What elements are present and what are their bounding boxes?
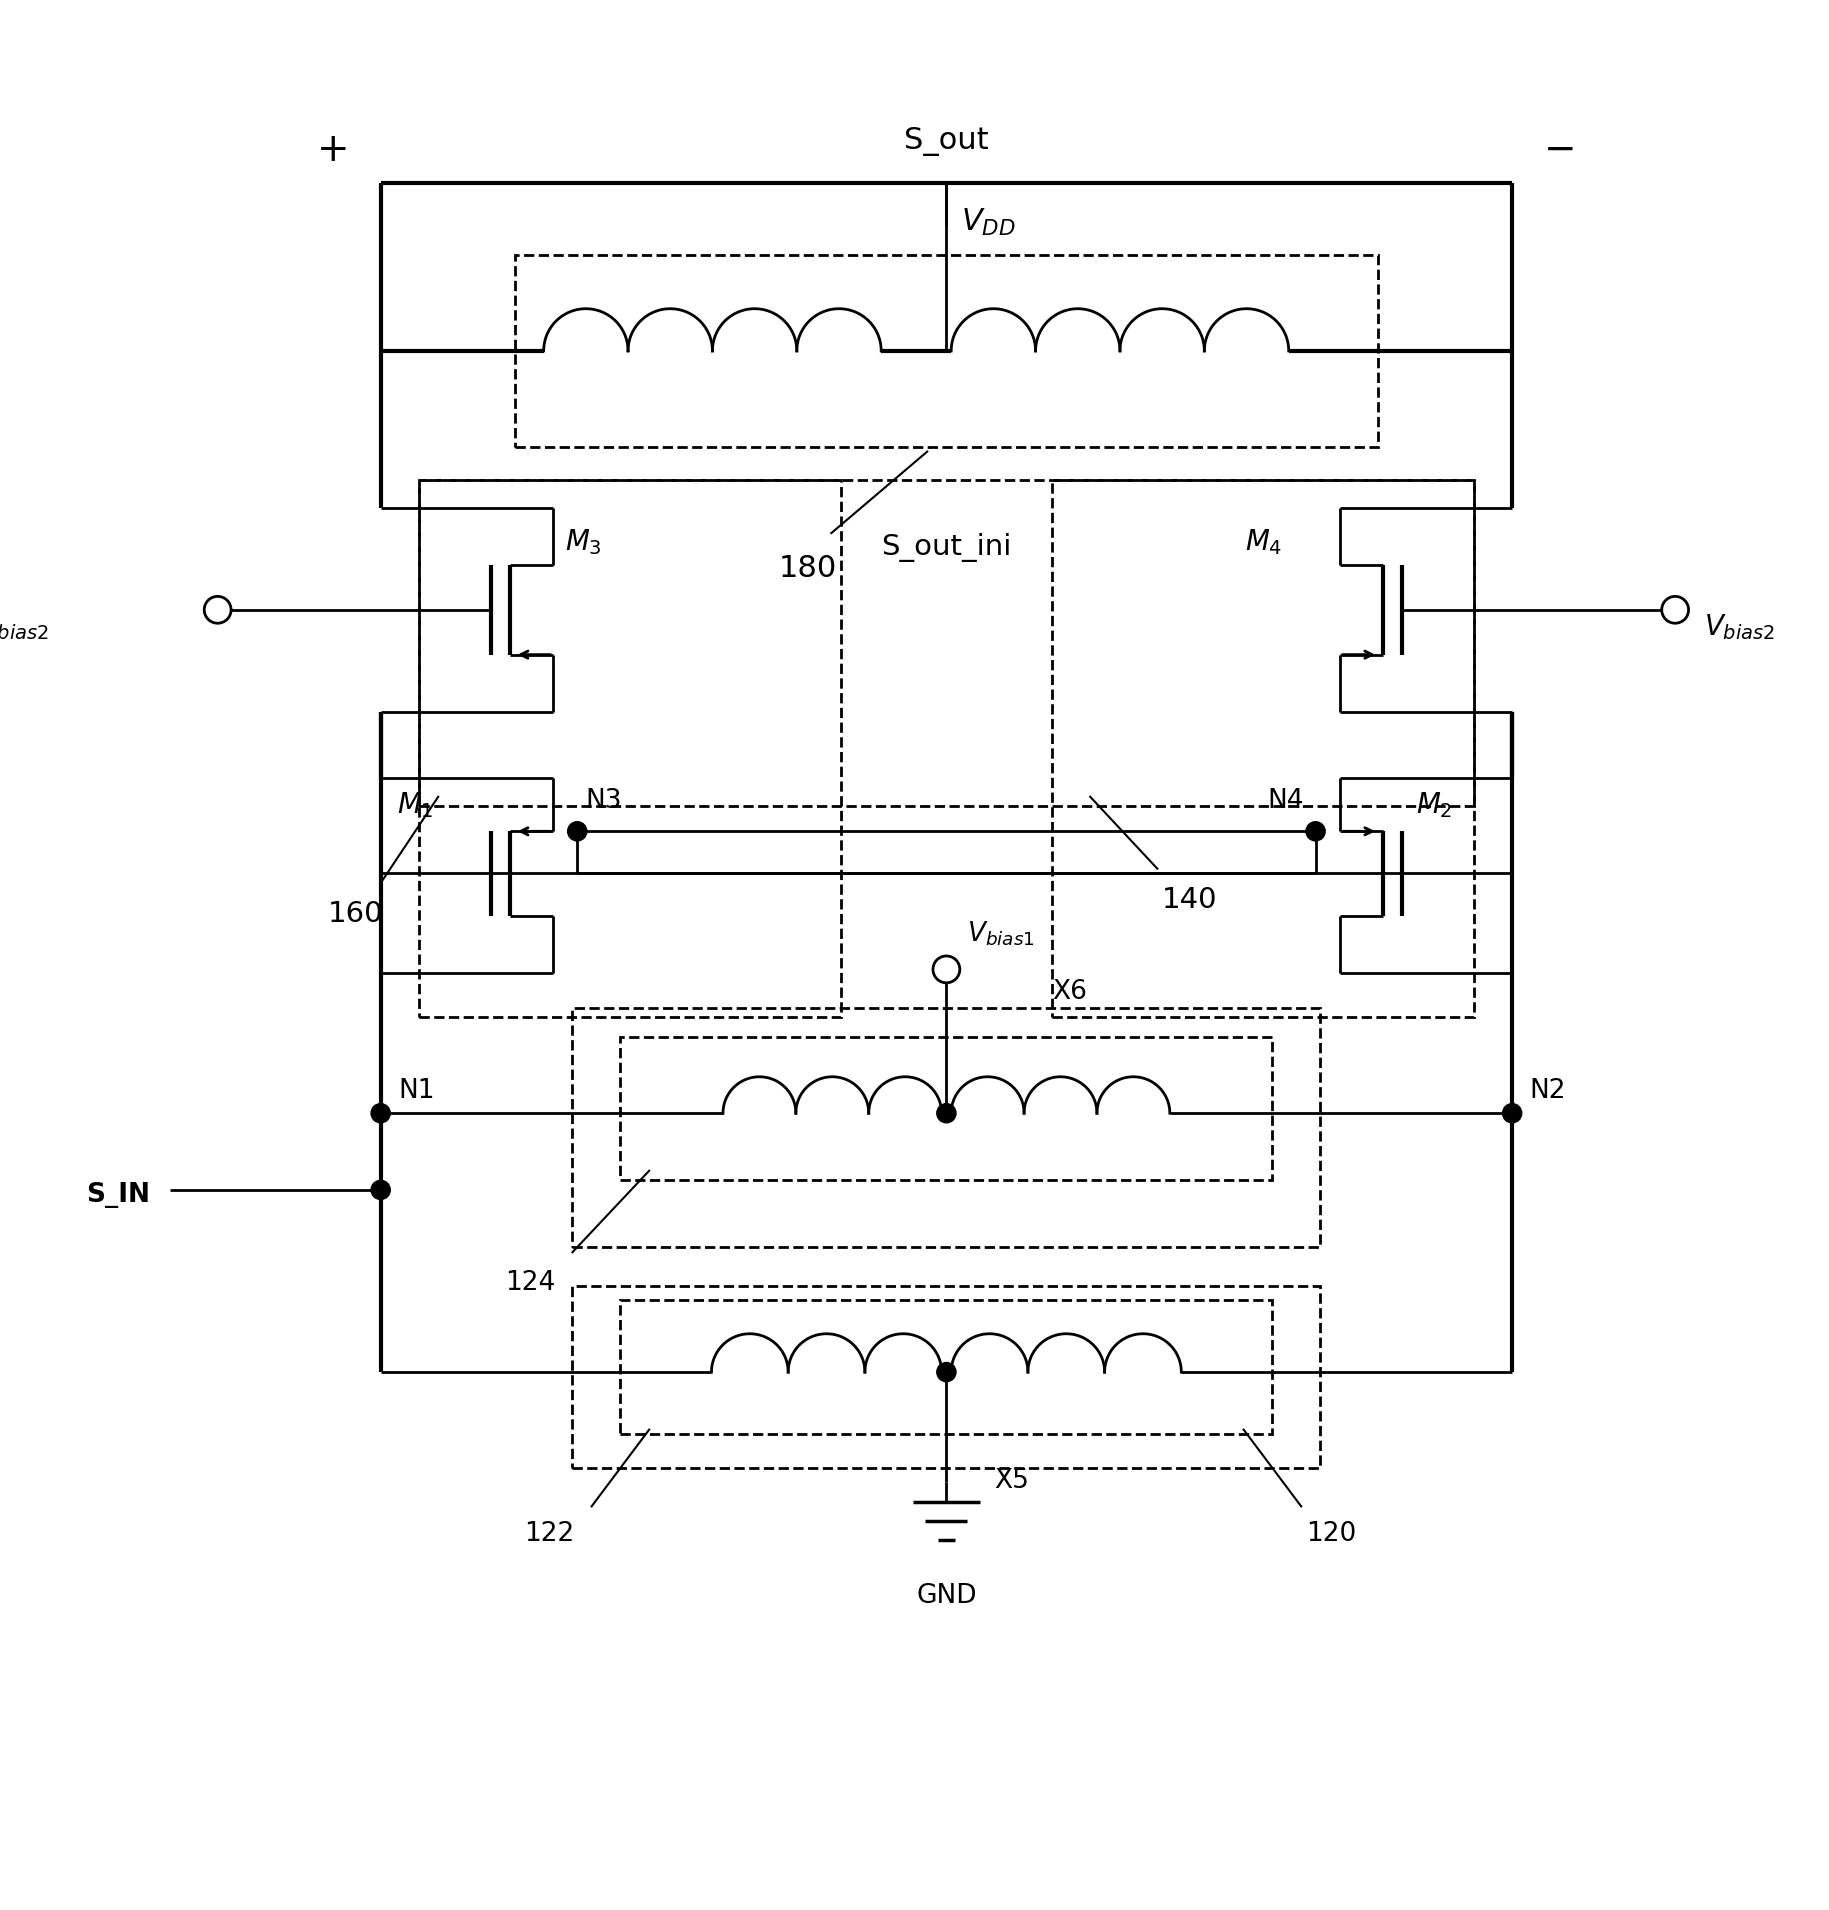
Circle shape — [371, 1180, 390, 1199]
Text: $V_{bias1}$: $V_{bias1}$ — [968, 921, 1035, 947]
Bar — [516, 256, 1377, 447]
Bar — [419, 479, 841, 1018]
Text: N2: N2 — [1529, 1077, 1566, 1104]
Text: 122: 122 — [525, 1520, 574, 1547]
Text: X6: X6 — [1052, 980, 1086, 1005]
Bar — [419, 479, 1474, 806]
Bar — [1052, 479, 1474, 1018]
Bar — [620, 1301, 1273, 1434]
Bar — [572, 1008, 1321, 1247]
Text: $M_2$: $M_2$ — [1416, 791, 1452, 819]
Text: N1: N1 — [399, 1077, 435, 1104]
Circle shape — [1306, 821, 1326, 840]
Text: S_IN: S_IN — [86, 1182, 150, 1207]
Text: $V_{bias2}$: $V_{bias2}$ — [1705, 613, 1774, 642]
Circle shape — [567, 821, 587, 840]
Text: $M_1$: $M_1$ — [397, 791, 433, 819]
Text: −: − — [1544, 130, 1577, 168]
Text: $M_3$: $M_3$ — [565, 527, 602, 558]
Text: 120: 120 — [1306, 1520, 1357, 1547]
Text: $V_{DD}$: $V_{DD}$ — [960, 206, 1015, 239]
Bar — [572, 1285, 1321, 1469]
Text: 140: 140 — [1161, 886, 1218, 915]
Circle shape — [936, 1104, 957, 1123]
Circle shape — [1663, 596, 1688, 623]
Text: N4: N4 — [1267, 789, 1304, 814]
Text: 124: 124 — [505, 1270, 556, 1295]
Text: S_out_ini: S_out_ini — [882, 533, 1011, 562]
Circle shape — [936, 1362, 957, 1381]
Bar — [620, 1037, 1273, 1180]
Text: GND: GND — [916, 1583, 977, 1608]
Text: $V_{bias2}$: $V_{bias2}$ — [0, 613, 49, 642]
Text: N3: N3 — [585, 789, 622, 814]
Circle shape — [205, 596, 230, 623]
Circle shape — [1503, 1104, 1522, 1123]
Text: X5: X5 — [995, 1469, 1030, 1494]
Text: 180: 180 — [779, 554, 838, 583]
Text: 160: 160 — [327, 900, 384, 928]
Text: +: + — [316, 130, 349, 168]
Text: $M_4$: $M_4$ — [1246, 527, 1282, 558]
Circle shape — [933, 957, 960, 984]
Text: S_out: S_out — [904, 128, 989, 157]
Circle shape — [371, 1104, 390, 1123]
